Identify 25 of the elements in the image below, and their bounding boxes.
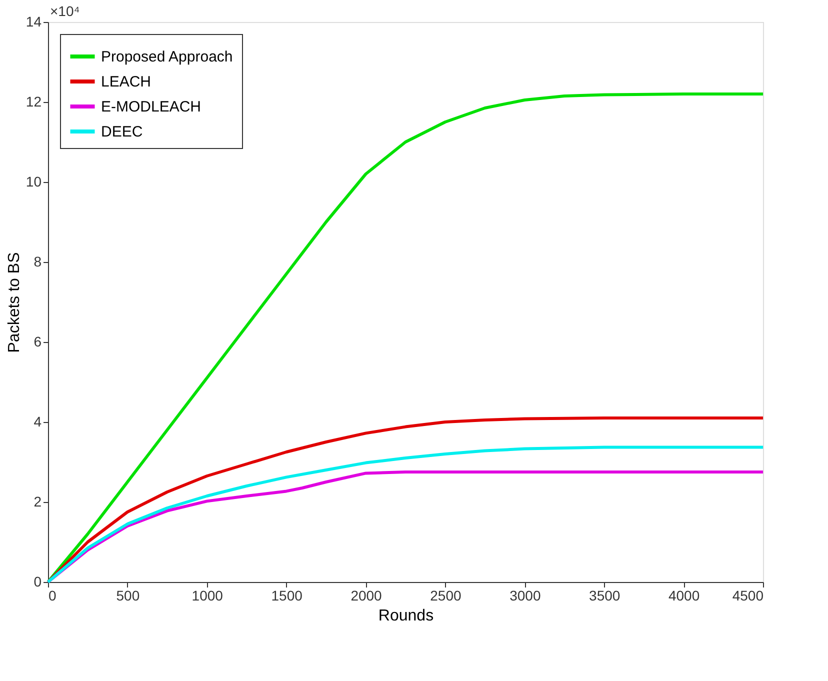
text: ×10⁴: [50, 3, 80, 19]
y-tick-label: 14: [26, 14, 42, 30]
y-axis-title: Packets to BS: [6, 252, 23, 353]
x-tick-label: 1500: [271, 588, 303, 604]
y-tick-label: 4: [34, 414, 42, 430]
x-tick-label: 0: [48, 588, 56, 604]
x-tick-label: 4000: [668, 588, 700, 604]
legend-label: E-MODLEACH: [101, 98, 202, 116]
y-tick-label: 8: [34, 254, 42, 270]
y-tick-label: 0: [34, 574, 42, 590]
x-tick-label: 2500: [430, 588, 462, 604]
x-axis-title: Rounds: [378, 608, 434, 624]
y-tick-label: 2: [34, 494, 42, 510]
x-tick-label: 3500: [589, 588, 620, 604]
legend-label: DEEC: [101, 124, 143, 140]
x-tick-label: 1000: [192, 588, 224, 604]
y-tick-label: 12: [26, 94, 42, 110]
y-tick-label: 6: [34, 334, 42, 350]
y-tick-label: 10: [26, 174, 42, 190]
x-tick-label: 4500: [732, 588, 764, 604]
x-tick-label: 2000: [350, 588, 382, 604]
legend-label: Proposed Approach: [101, 48, 233, 66]
x-tick-label: 500: [116, 588, 140, 604]
legend-label: LEACH: [101, 74, 152, 90]
x-tick-label: 3000: [510, 588, 541, 604]
